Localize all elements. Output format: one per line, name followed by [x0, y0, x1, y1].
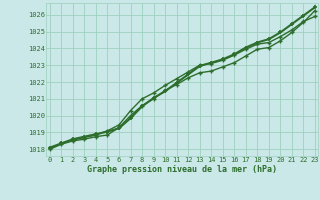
X-axis label: Graphe pression niveau de la mer (hPa): Graphe pression niveau de la mer (hPa)	[87, 165, 277, 174]
